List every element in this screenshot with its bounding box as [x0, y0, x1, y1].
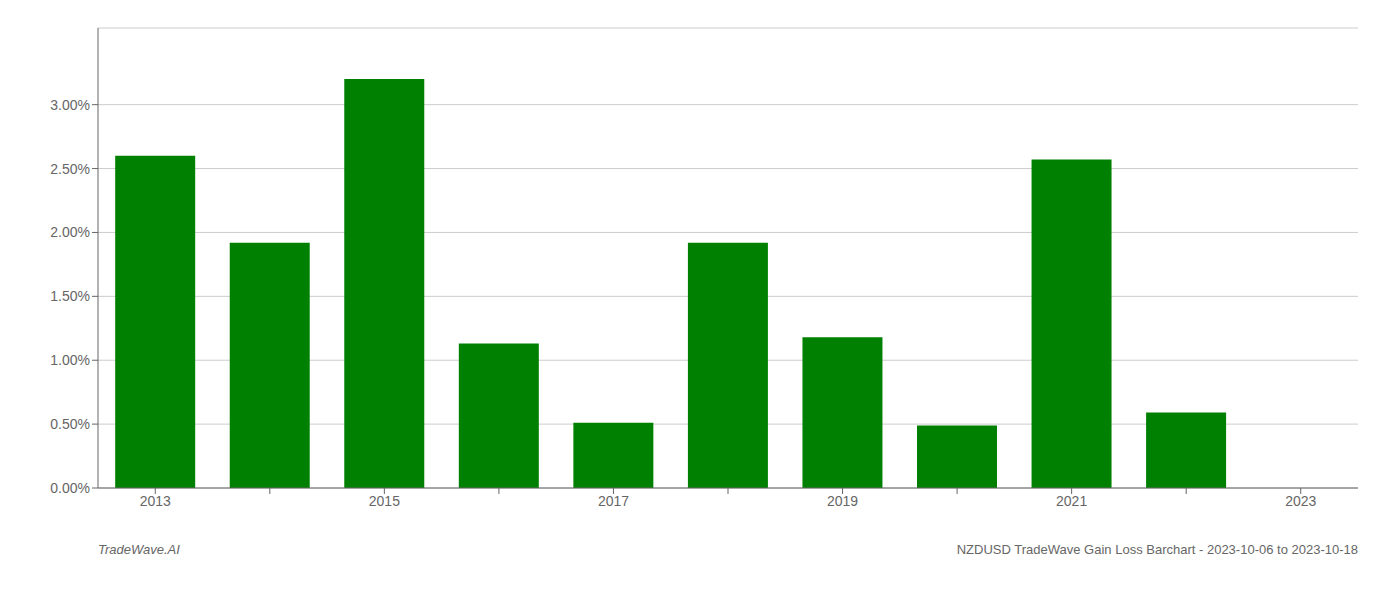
svg-text:2019: 2019 — [827, 493, 858, 509]
svg-text:0.00%: 0.00% — [50, 480, 90, 496]
svg-text:2023: 2023 — [1285, 493, 1316, 509]
svg-text:2.50%: 2.50% — [50, 161, 90, 177]
svg-text:0.50%: 0.50% — [50, 416, 90, 432]
svg-text:2.00%: 2.00% — [50, 224, 90, 240]
svg-text:3.00%: 3.00% — [50, 97, 90, 113]
svg-text:2013: 2013 — [140, 493, 171, 509]
svg-text:2017: 2017 — [598, 493, 629, 509]
html-text:NZDUSD TradeWave Gain Loss Bar: NZDUSD TradeWave Gain Loss Barchart - 20… — [956, 542, 1358, 557]
svg-text:2015: 2015 — [369, 493, 400, 509]
svg-text:1.50%: 1.50% — [50, 288, 90, 304]
html-text:TradeWave.AI: TradeWave.AI — [98, 542, 180, 557]
svg-text:1.00%: 1.00% — [50, 352, 90, 368]
svg-text:2021: 2021 — [1056, 493, 1087, 509]
